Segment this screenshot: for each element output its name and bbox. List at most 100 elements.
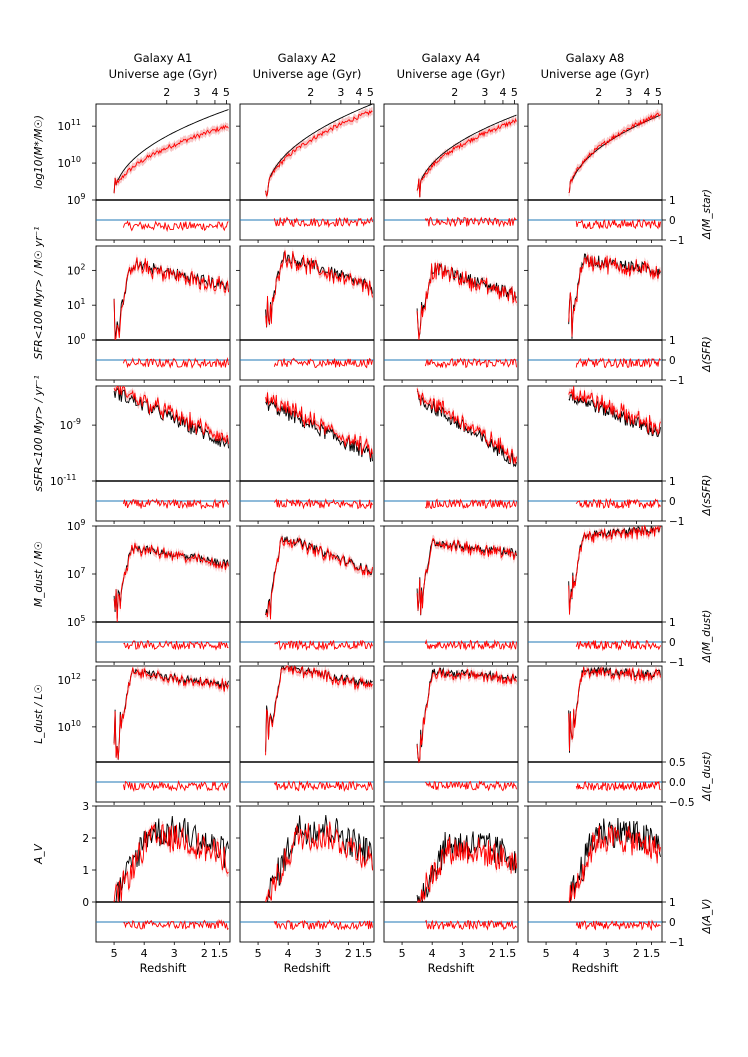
recovered-line [113,823,229,903]
galaxy-title: Galaxy A8 [566,51,625,65]
panel-mdust-2 [236,525,375,665]
y-tick-label: 102 [67,262,85,277]
residual-tick-label: 0 [669,215,676,227]
residual-line [424,498,517,510]
panel-av-2: 5 4 3 2 1.5 Redshift [236,805,375,975]
recovered-line [265,536,373,620]
y-tick-label: 1012 [57,672,81,687]
y-axis-label: sSFR<100 Myr> / yr⁻¹ [33,375,45,492]
residual-tick-label: 0 [669,496,676,508]
panel-frame [95,665,231,803]
panel-frame [239,385,375,522]
y-tick-label: 1010 [57,719,81,734]
panel-frame [383,525,519,663]
x-tick-label: 4 [429,947,436,960]
residual-axis-label: Δ(M_star) [701,189,713,240]
residual-axis-label: Δ(sSFR) [701,475,713,517]
residual-tick-label: 1 [669,335,676,347]
recovered-line [265,665,373,756]
truth-line [265,103,373,197]
top-tick-label: 4 [499,86,506,99]
residual-line [424,639,517,651]
recovered-line [265,821,373,903]
residual-tick-label: 0.5 [669,757,686,769]
panel-ldust-4: 0.5 0.0 −0.5 [524,665,695,809]
truth-line [416,114,517,198]
panel-frame [239,103,375,241]
panel-frame [239,525,375,663]
residual-tick-label: −1 [669,937,684,949]
galaxy-title: Galaxy A1 [134,51,193,65]
residual-line [122,357,229,369]
recovered-line [416,538,517,615]
recovered-uncertainty-band [568,109,661,197]
recovered-uncertainty-band [265,246,373,331]
top-tick-label: 5 [511,86,518,99]
residual-line [575,919,661,932]
y-tick-label: 101 [67,297,85,312]
residual-line [273,779,373,793]
residual-tick-label: 1 [669,617,676,629]
panel-frame [383,805,519,943]
panel-mstar-4: 1 0 −1 [524,103,684,247]
y-tick-label: 107 [67,566,85,581]
panel-av-4: 1 0 −1 5 4 3 2 1.5 Redshift [524,805,684,975]
x-tick-label: 1.5 [355,947,373,960]
residual-line [575,218,661,230]
residual-line [122,220,229,233]
top-axis-label: Universe age (Gyr) [541,67,650,81]
residual-tick-label: 1 [669,195,676,207]
truth-line [113,109,229,194]
x-axis-label: Redshift [140,961,187,975]
panel-mstar-1: 109 1010 1011 [57,103,231,243]
y-tick-label: 100 [67,332,85,347]
residual-tick-label: 0 [669,917,676,929]
panel-frame [95,103,231,241]
recovered-uncertainty-band [114,121,229,198]
y-tick-label: 3 [82,801,89,813]
panel-frame [239,805,375,943]
panel-frame [383,245,519,381]
residual-line [425,919,517,931]
residual-line [273,919,373,931]
recovered-line [113,124,229,194]
recovered-line [265,392,373,459]
recovered-uncertainty-band [568,666,661,755]
residual-tick-label: 0 [669,355,676,367]
x-tick-label: 2 [345,947,352,960]
residual-line [122,779,229,793]
galaxy-title: Galaxy A2 [278,51,337,65]
x-tick-label: 5 [399,947,406,960]
residual-line [274,639,373,651]
panel-av-3: 5 4 3 2 1.5 Redshift [380,805,519,975]
recovered-line [113,542,229,623]
recovered-line [113,667,229,760]
y-tick-label: 109 [67,192,85,207]
top-tick-label: 3 [337,86,344,99]
x-tick-label: 1.5 [499,947,517,960]
x-tick-label: 4 [573,947,580,960]
x-tick-label: 2 [489,947,496,960]
recovered-line [416,388,517,464]
top-tick-label: 3 [193,86,200,99]
residual-line [424,780,517,792]
x-tick-label: 5 [255,947,262,960]
residual-line [123,640,229,651]
truth-line [265,664,373,752]
panel-sfr-2 [236,245,375,383]
x-tick-label: 3 [603,947,610,960]
galaxy-title: Galaxy A4 [422,51,481,65]
residual-tick-label: 1 [669,476,676,488]
residual-axis-label: Δ(SFR) [701,336,713,372]
x-tick-label: 2 [633,947,640,960]
x-axis-label: Redshift [428,961,475,975]
top-tick-label: 5 [367,86,374,99]
residual-tick-label: 0.0 [669,777,686,789]
top-tick-label: 4 [643,86,650,99]
y-tick-label: 0 [82,897,89,909]
recovered-line [416,117,517,198]
panel-frame [95,385,231,522]
residual-line [424,216,517,228]
